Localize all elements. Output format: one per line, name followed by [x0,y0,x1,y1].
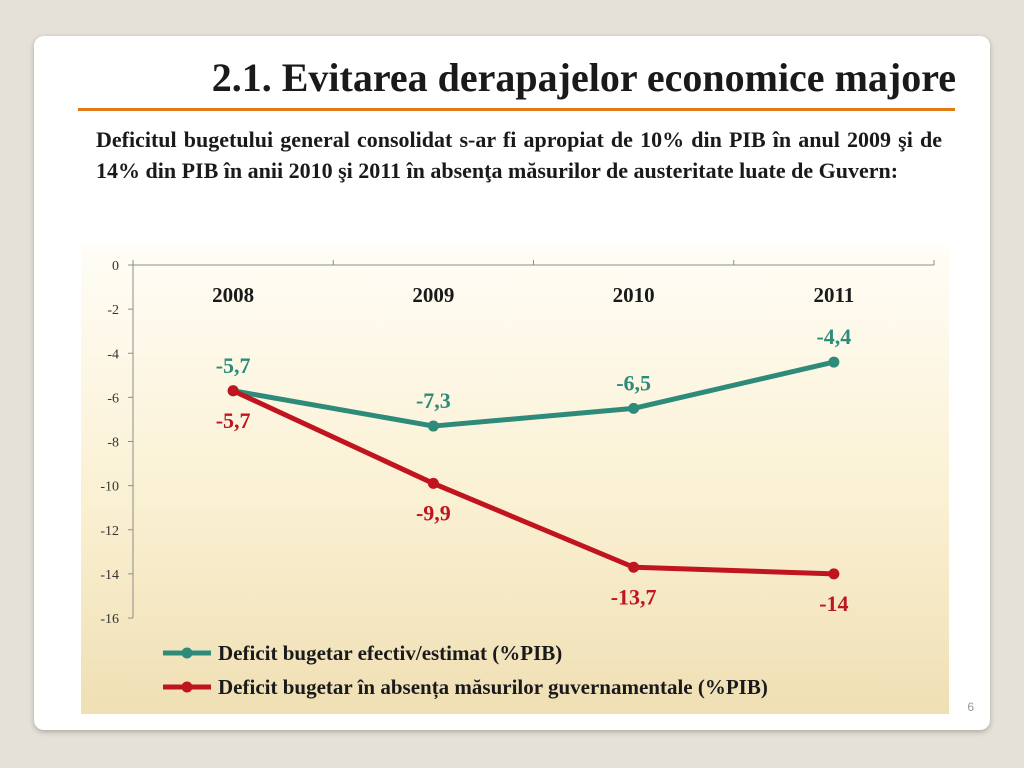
x-tick-label: 2008 [212,283,254,307]
slide-title: 2.1. Evitarea derapajelor economice majo… [211,55,956,100]
y-tick-label: -8 [107,436,119,451]
legend-swatch-marker [181,681,193,693]
legend-label: Deficit bugetar efectiv/estimat (%PIB) [218,641,562,665]
data-point [427,420,439,432]
y-tick-label: -12 [100,524,119,539]
x-tick-label: 2010 [613,283,655,307]
data-point [828,356,840,368]
y-tick-label: -6 [107,391,119,406]
data-label: -4,4 [816,324,851,349]
slide-paragraph: Deficitul bugetului general consolidat s… [96,127,942,183]
legend-swatch-marker [181,647,193,659]
y-tick-label: -2 [107,303,119,318]
line-chart: 0 -2 -4 -6 -8 -10 -12 -14 -16 2008 2009 2010 2011 -5,… [100,259,935,700]
y-tick-label: -4 [107,347,119,362]
data-label: -5,7 [216,353,251,378]
page-number: 6 [967,700,974,714]
slide: 2.1. Evitarea derapajelor economice majo… [34,36,990,730]
y-tick-label: -14 [100,568,119,583]
data-label: -7,3 [416,388,451,413]
series-line-1 [232,359,835,429]
y-tick-label: -16 [100,612,119,627]
x-tick-label: 2009 [412,283,454,307]
data-point [227,385,239,397]
y-tick-label: 0 [112,259,119,274]
data-point [828,568,840,580]
legend-label: Deficit bugetar în absența măsurilor guv… [218,675,768,700]
data-label: -5,7 [216,408,251,433]
data-label: -14 [819,591,848,616]
data-label: -9,9 [416,500,451,525]
data-label: -13,7 [611,584,657,609]
data-point [427,477,439,489]
y-tick-label: -10 [100,480,119,495]
x-tick-label: 2011 [813,283,854,307]
title-divider [78,108,955,111]
series-line-2 [232,388,834,577]
data-point [628,561,640,573]
data-label: -6,5 [616,370,651,395]
chart-area: 0 -2 -4 -6 -8 -10 -12 -14 -16 2008 2009 2010 2011 -5,… [81,246,949,714]
data-point [628,402,640,414]
